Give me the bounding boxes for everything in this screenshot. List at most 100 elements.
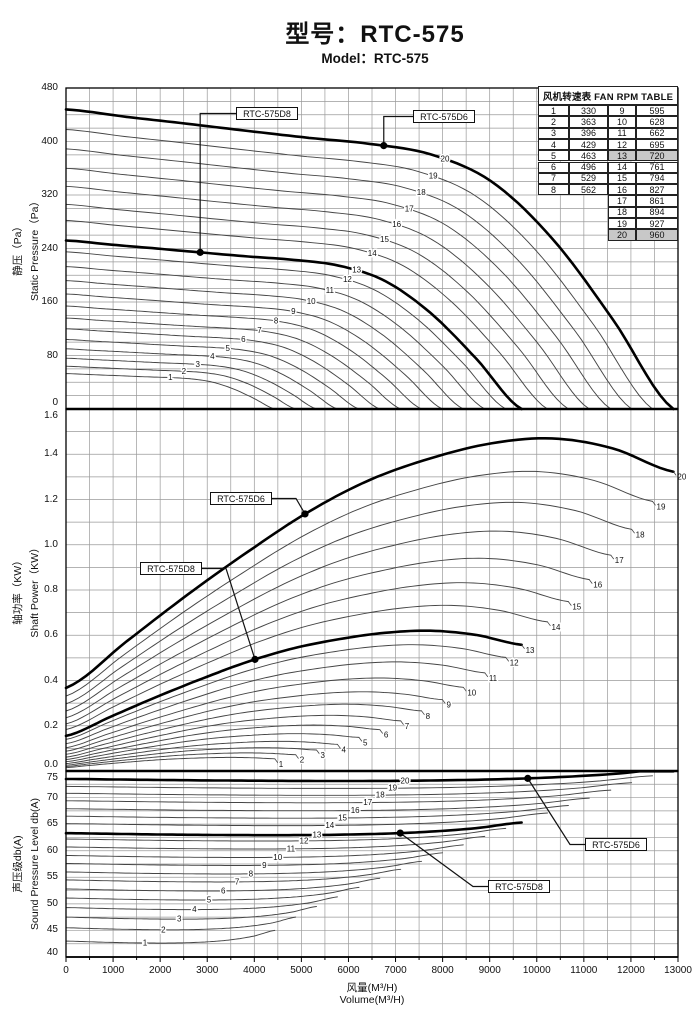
pressure-curve-label-9: 9: [291, 307, 296, 316]
rpm-table-cell: 15: [608, 172, 636, 185]
annotation-leader: [399, 832, 488, 888]
y-tick-label: 1.4: [44, 448, 58, 460]
annotation-leader: [199, 112, 236, 253]
y-tick-label: 0.0: [44, 759, 58, 770]
sound-curve-label-11: 11: [287, 844, 296, 853]
rpm-table-cell: 628: [636, 116, 678, 128]
sound-curve-label-8: 8: [249, 869, 254, 878]
power-curve-label-7: 7: [405, 722, 410, 731]
rpm-table-cell: 695: [636, 138, 678, 151]
power-curve-label-19: 19: [657, 502, 666, 511]
x-tick-label: 3000: [196, 965, 219, 976]
power-curve-label-tick: [547, 621, 551, 627]
shaft_power-curve-20: [64, 437, 675, 690]
x-tick-label: 9000: [478, 965, 501, 976]
shaft_power-curve-14: [65, 604, 548, 731]
rpm-table-cell: 429: [569, 138, 608, 151]
y-tick-label: 55: [46, 871, 58, 883]
sound-curve-label-4: 4: [192, 905, 197, 914]
pressure-curve-label-1: 1: [168, 373, 173, 382]
sound-curve-label-1: 1: [143, 938, 148, 947]
rpm-table-cell: 861: [636, 195, 678, 207]
y-tick-label: 480: [41, 82, 58, 93]
pressure-curve-label-3: 3: [196, 360, 201, 369]
x-tick-label: 13000: [664, 965, 692, 976]
rpm-table-cell: 3: [538, 127, 569, 139]
sound-curve-label-13: 13: [312, 830, 321, 839]
shaft_power-curve-8: [65, 703, 423, 755]
static_pressure-curve-3: [65, 357, 317, 410]
y-axis-title-power-zh: 轴功率（KW）: [11, 555, 24, 624]
pressure-curve-label-6: 6: [241, 335, 246, 344]
static_pressure-curve-4: [65, 348, 338, 410]
power-curve-label-4: 4: [341, 745, 346, 754]
page-title: 型号：RTC-575: [285, 21, 465, 48]
shaft_power-curve-15: [65, 582, 569, 725]
grid-lines: [66, 88, 678, 957]
shaft_power-curve-5: [65, 733, 360, 763]
rpm-table-cell: 2: [538, 116, 569, 128]
shaft_power-curve-1: [65, 756, 276, 769]
power-curve-label-tick: [652, 501, 656, 506]
rpm-table-cell: 960: [636, 229, 678, 241]
sound-curve-label-5: 5: [207, 895, 212, 904]
model-label-rtc-575d8: RTC-575D8: [140, 562, 202, 575]
pressure-curve-label-14: 14: [368, 249, 377, 258]
power-curve-label-tick: [521, 644, 525, 649]
pressure-curve-label-4: 4: [210, 352, 215, 361]
static_pressure-curve-14: [65, 219, 548, 410]
y-tick-label: 70: [46, 791, 58, 803]
sound-curve-label-20: 20: [401, 776, 410, 785]
rpm-table-cell: 6: [538, 161, 569, 173]
power-curve-label-tick: [421, 710, 425, 716]
power-curve-label-11: 11: [489, 674, 498, 683]
rpm-table-cell: 5: [538, 150, 569, 162]
rpm-table-cell: 794: [636, 172, 678, 185]
model-label-rtc-575d6: RTC-575D6: [585, 838, 647, 851]
y-tick-label: 1.0: [44, 538, 58, 550]
x-tick-label: 10000: [522, 965, 551, 976]
y-tick-label: 0: [52, 397, 58, 408]
rpm-table-cell: 12: [608, 138, 636, 151]
annotation-dot: [251, 655, 259, 663]
static_pressure-curve-10: [65, 280, 464, 410]
sound_pressure-curve-17: [65, 789, 612, 804]
y-axis-title-pressure-en: Static Pressure（Pa）: [29, 196, 41, 301]
sound_pressure-curve-4: [65, 896, 338, 911]
rpm-table-cell: 18: [608, 206, 636, 218]
y-tick-label: 75: [46, 772, 58, 783]
sound_pressure-curve-14: [65, 812, 548, 827]
rpm-table-cell: 14: [608, 161, 636, 173]
shaft_power-curve-4: [65, 740, 338, 765]
pressure-curve-label-11: 11: [326, 286, 335, 295]
x-tick-label: 11000: [570, 965, 598, 976]
sound-curve-label-10: 10: [273, 853, 282, 862]
sound-curve-label-16: 16: [351, 806, 360, 815]
y-tick-label: 60: [46, 844, 58, 856]
y-tick-label: 0.2: [44, 719, 58, 731]
static_pressure-curve-8: [65, 305, 423, 410]
rpm-table-cell: 9: [608, 105, 636, 117]
annotation-dot: [396, 829, 404, 837]
sound_pressure-curve-19: [65, 775, 653, 789]
rpm-table-cell: 16: [608, 184, 636, 196]
sound_pressure-curve-11: [65, 835, 486, 850]
shaft_power-curve-12: [65, 644, 507, 740]
pressure-curve-label-18: 18: [417, 188, 426, 197]
static_pressure-curve-9: [65, 293, 443, 410]
x-tick-label: 1000: [101, 965, 125, 976]
chart-frames: [65, 87, 679, 962]
power-curve-label-tick: [505, 657, 510, 662]
rpm-table-cell: 463: [569, 150, 608, 162]
power-curve-label-1: 1: [279, 760, 284, 769]
shaft_power-curve-9: [65, 691, 443, 752]
pressure-curve-label-5: 5: [225, 344, 230, 353]
sound_pressure-curve-10: [65, 844, 464, 858]
y-axis-title-sound-en: Sound Pressure Level db(A): [29, 798, 41, 930]
y-tick-label: 1.6: [44, 410, 58, 421]
x-tick-label: 7000: [384, 965, 407, 976]
page-subtitle: Model：RTC-575: [321, 51, 429, 66]
power-curve-label-5: 5: [363, 738, 368, 747]
power-curve-label-tick: [588, 579, 593, 584]
